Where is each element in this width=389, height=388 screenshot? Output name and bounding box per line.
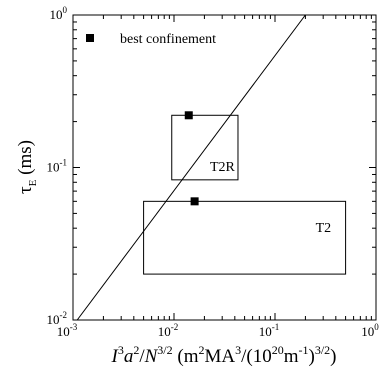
data-point: [190, 197, 199, 206]
legend-marker: [86, 34, 94, 42]
region-t2: [143, 200, 347, 275]
region-label-t2r: T2R: [210, 160, 236, 175]
legend: best confinement: [86, 32, 216, 47]
plot-area: T2R T2: [76, 15, 347, 320]
region-t2r: [171, 114, 239, 181]
data-point: [184, 111, 193, 120]
x-tick-label: 100: [361, 322, 379, 339]
legend-label: best confinement: [120, 32, 216, 47]
y-tick-label: 10-1: [47, 158, 68, 175]
region-label-t2: T2: [316, 221, 332, 236]
scaling-line: [76, 15, 306, 320]
x-axis-label: I3a2/N3/2 (m2MA3/(1020m-1)3/2): [110, 343, 336, 367]
axis-ticks: [72, 14, 377, 321]
y-tick-label: 10-2: [47, 310, 68, 327]
x-tick-label: 10-2: [158, 322, 179, 339]
y-tick-label: 100: [50, 5, 68, 22]
y-axis-label: τE (ms): [15, 140, 39, 194]
x-tick-label: 10-3: [57, 322, 78, 339]
x-tick-label: 10-1: [259, 322, 280, 339]
